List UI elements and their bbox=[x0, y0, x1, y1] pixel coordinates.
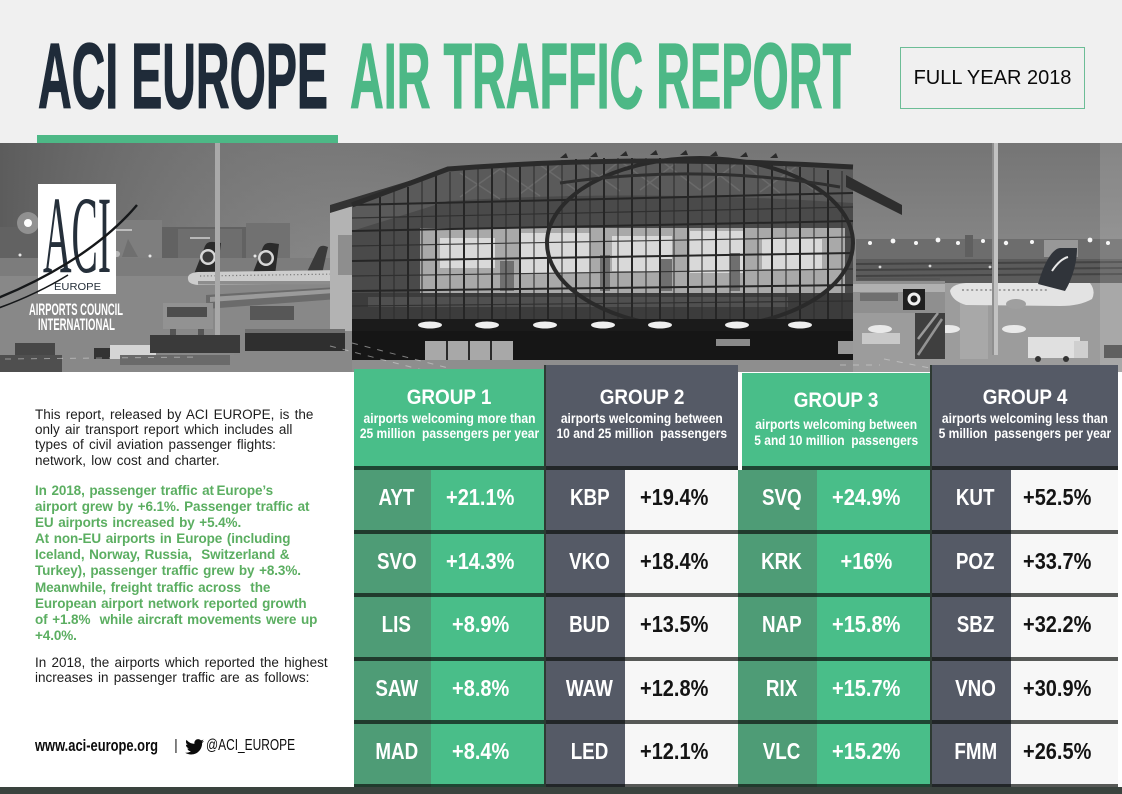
svg-text:ACI: ACI bbox=[43, 174, 111, 296]
svg-text:ACI EUROPE: ACI EUROPE bbox=[38, 24, 328, 128]
svg-text:INTERNATIONAL: INTERNATIONAL bbox=[38, 315, 115, 334]
svg-text:AIRPORTS COUNCIL: AIRPORTS COUNCIL bbox=[29, 300, 123, 319]
svg-text:AIR TRAFFIC REPORT: AIR TRAFFIC REPORT bbox=[350, 24, 851, 128]
svg-text:EUROPE: EUROPE bbox=[54, 282, 101, 293]
